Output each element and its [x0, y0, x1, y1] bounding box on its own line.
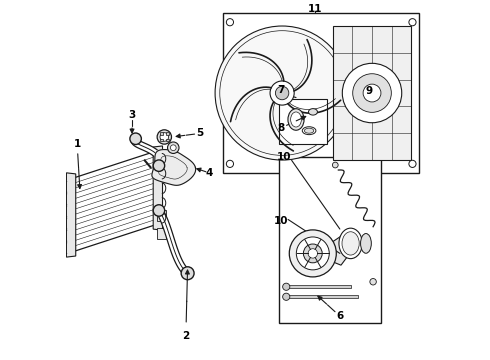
- Circle shape: [168, 142, 179, 153]
- Polygon shape: [67, 173, 76, 257]
- Bar: [333, 26, 411, 160]
- Ellipse shape: [302, 127, 316, 135]
- Circle shape: [303, 244, 322, 263]
- Circle shape: [275, 86, 289, 100]
- Bar: [279, 99, 327, 144]
- Bar: [157, 228, 166, 239]
- Circle shape: [425, 146, 431, 152]
- Circle shape: [409, 160, 416, 167]
- Text: 3: 3: [128, 111, 136, 121]
- Circle shape: [363, 84, 381, 102]
- Circle shape: [425, 50, 431, 57]
- Bar: [286, 285, 351, 288]
- Circle shape: [409, 19, 416, 26]
- Polygon shape: [153, 146, 163, 230]
- Circle shape: [270, 81, 294, 105]
- Circle shape: [308, 249, 318, 258]
- Circle shape: [171, 145, 176, 150]
- Ellipse shape: [361, 234, 371, 253]
- Circle shape: [283, 283, 290, 291]
- Polygon shape: [152, 149, 196, 185]
- Text: 10: 10: [277, 152, 292, 162]
- Text: 10: 10: [273, 216, 288, 226]
- Circle shape: [153, 160, 165, 171]
- Circle shape: [353, 74, 392, 112]
- Circle shape: [181, 267, 194, 280]
- Circle shape: [289, 230, 336, 277]
- Bar: [166, 139, 169, 141]
- Bar: [166, 132, 169, 135]
- Circle shape: [370, 279, 376, 285]
- Text: 7: 7: [277, 85, 285, 95]
- Ellipse shape: [288, 109, 304, 130]
- Circle shape: [157, 130, 171, 144]
- Text: 2: 2: [182, 331, 190, 341]
- Text: 11: 11: [308, 4, 322, 14]
- Ellipse shape: [291, 112, 301, 127]
- Polygon shape: [329, 235, 350, 265]
- Ellipse shape: [342, 232, 359, 255]
- Ellipse shape: [339, 228, 362, 258]
- Circle shape: [332, 162, 338, 168]
- Text: 9: 9: [365, 86, 372, 96]
- Ellipse shape: [304, 128, 314, 133]
- Bar: [160, 139, 163, 141]
- Circle shape: [153, 205, 165, 216]
- Circle shape: [296, 237, 329, 270]
- Ellipse shape: [309, 109, 318, 115]
- Bar: [160, 132, 163, 135]
- Bar: [279, 157, 381, 323]
- Circle shape: [343, 63, 402, 123]
- Circle shape: [283, 293, 290, 300]
- Bar: [223, 13, 419, 173]
- Circle shape: [226, 19, 234, 26]
- Polygon shape: [73, 151, 155, 252]
- Bar: [286, 295, 358, 298]
- Circle shape: [226, 160, 234, 167]
- Circle shape: [215, 26, 349, 160]
- Text: 5: 5: [196, 129, 204, 138]
- Bar: [157, 211, 166, 221]
- Text: 6: 6: [337, 311, 343, 321]
- Circle shape: [130, 133, 141, 144]
- Text: 4: 4: [205, 168, 213, 178]
- Text: 1: 1: [74, 139, 81, 149]
- Text: 8: 8: [277, 123, 285, 133]
- Circle shape: [426, 52, 429, 55]
- Circle shape: [160, 133, 169, 141]
- Circle shape: [426, 148, 429, 150]
